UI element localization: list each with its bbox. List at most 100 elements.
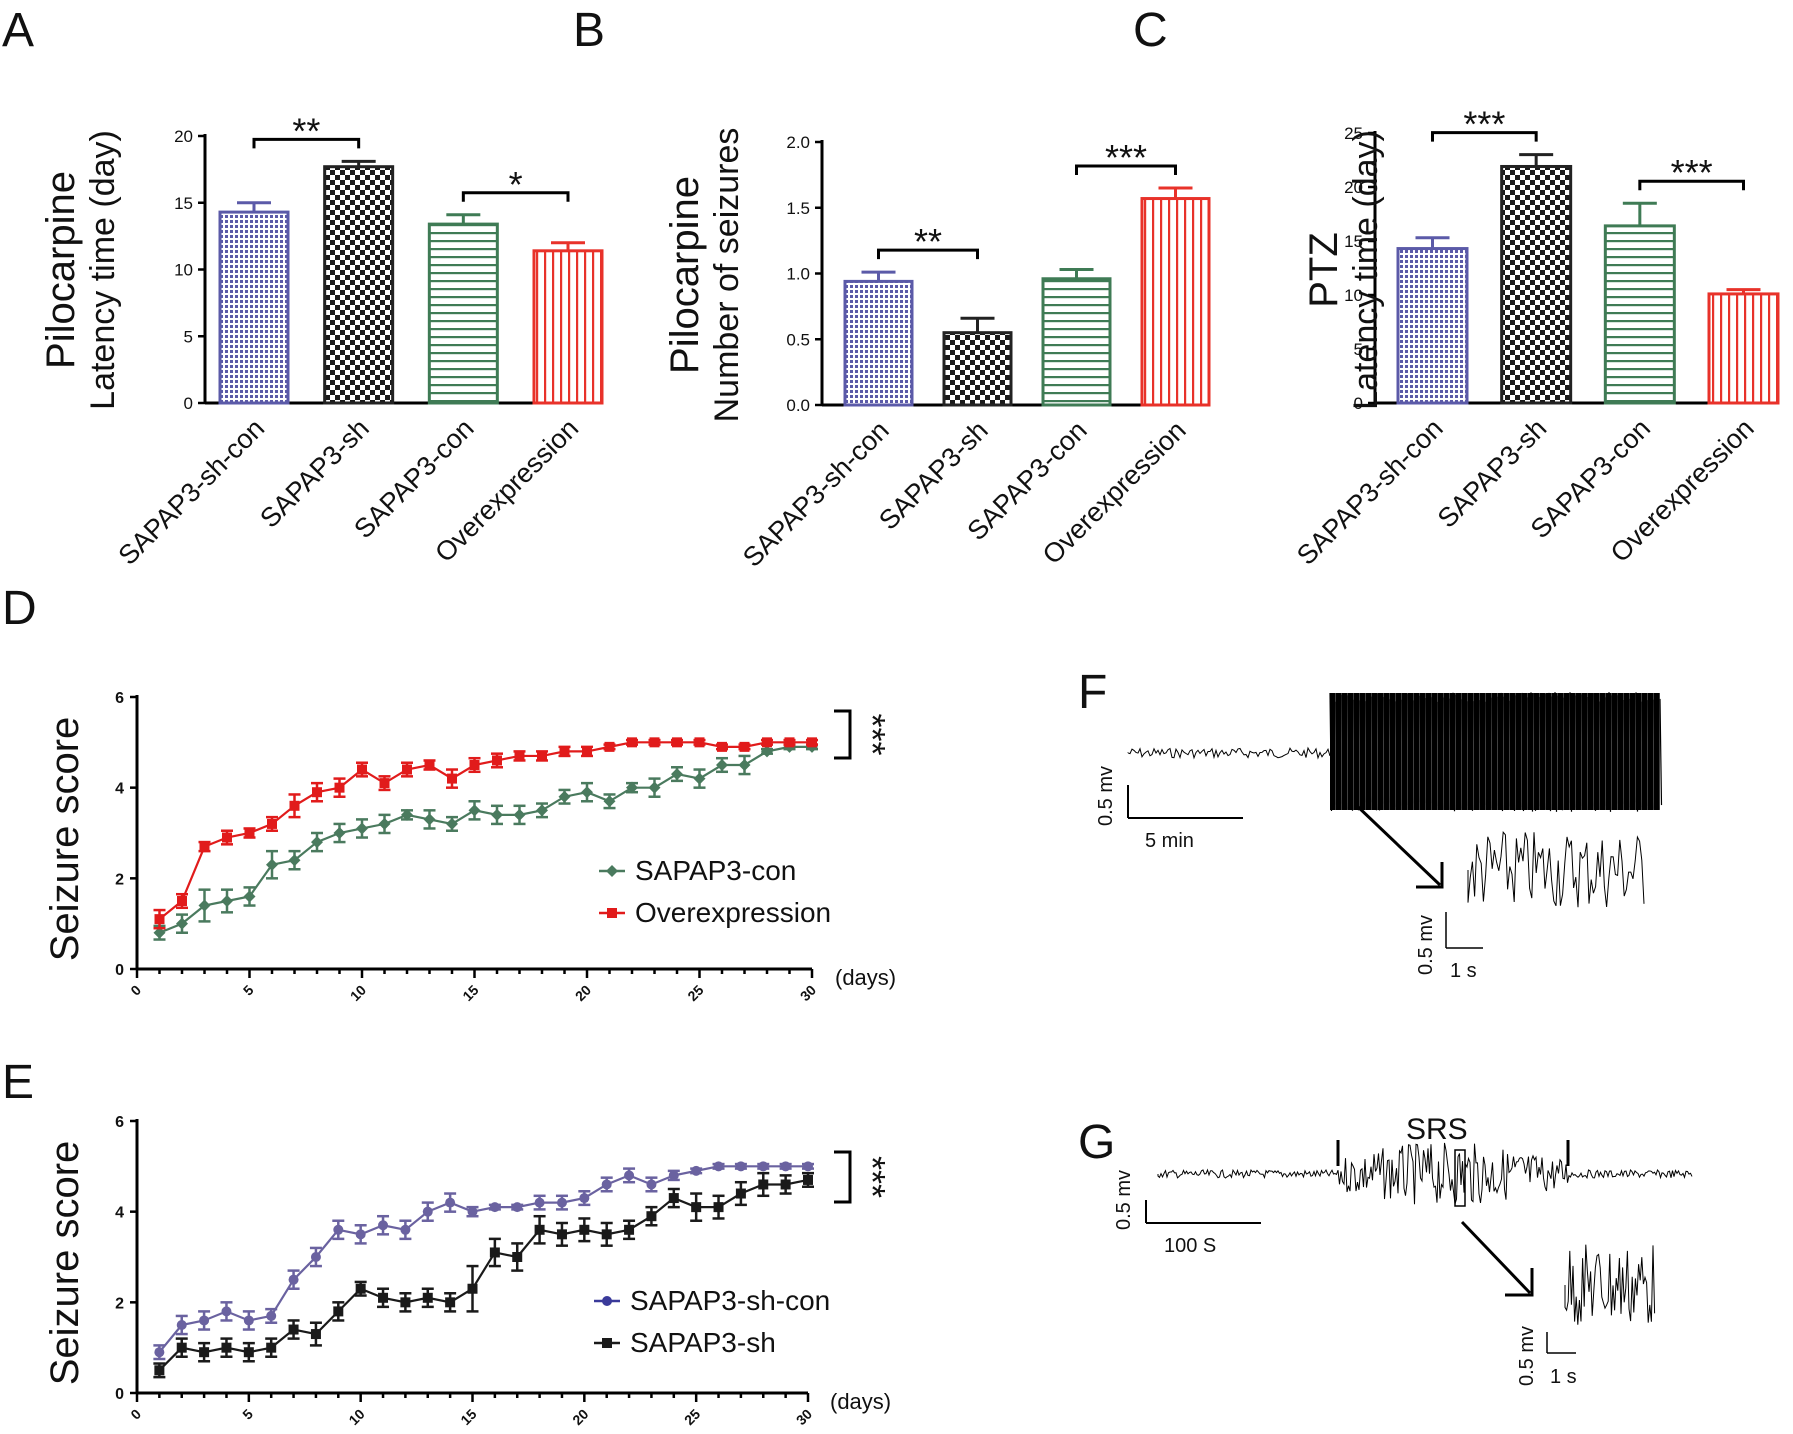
scale-label-f-inset-x: 1 s [1450,960,1477,982]
data-point [672,737,682,748]
data-point [534,1197,545,1208]
series-overexpression [153,737,818,930]
data-point [311,836,323,849]
data-point [627,737,637,748]
data-point [784,737,795,748]
data-point [582,746,592,757]
data-point [648,781,661,794]
legend-label-sapap3-sh-con: SAPAP3-sh-con [630,1285,830,1316]
data-point [445,1297,456,1308]
data-point [312,787,322,798]
x-tick-label: 25 [684,982,706,1004]
data-point [333,1306,344,1317]
y-tick-label: 4 [115,781,124,798]
scale-label-g-inset-x: 1 s [1550,1366,1577,1388]
data-point [356,822,368,835]
data-point [717,741,727,752]
panel-label-f: F [1078,666,1107,719]
series-sapap3-con [153,740,818,941]
significance-bracket [461,191,570,202]
legend-label-sapap3-sh: SAPAP3-sh [630,1327,776,1358]
zoom-arrow-f [1353,802,1442,887]
data-point [646,1211,657,1222]
significance-bracket [1075,164,1177,176]
y-axis-label: Latency time (day) [84,130,122,410]
data-point [402,764,412,775]
data-point [803,1174,813,1185]
data-point [581,786,593,799]
data-point [468,804,481,817]
data-point [288,1274,299,1285]
data-point [198,899,211,912]
scale-label-f-inset-y: 0.5 mv [1415,915,1437,975]
eeg-trace-f-burst-edge [1329,692,1663,812]
data-point [646,1179,657,1190]
y-axis-group-label: Pilocarpine [39,171,83,369]
data-point [469,760,480,770]
bar-sapap3-sh-con [1396,247,1469,405]
data-point [512,1252,523,1262]
data-point [355,1283,366,1294]
data-point [624,1224,635,1235]
data-point [267,818,277,829]
bar-sapap3-sh-con [843,279,914,407]
legend-marker-sapap3-sh-con [602,1296,612,1306]
data-point [693,772,706,785]
y-tick-label: 0 [1354,394,1363,413]
data-point [357,764,367,775]
data-point [401,808,413,821]
data-point [199,1315,210,1326]
significance-bracket [834,709,852,760]
data-point [334,782,345,793]
data-point [739,741,750,752]
y-axis-label: Latency time (day) [1347,130,1385,410]
data-point [758,1161,769,1172]
scale-label-f-x: 5 min [1145,830,1194,852]
y-tick-label: 2 [115,871,124,888]
data-point [514,750,525,761]
data-point [694,737,705,748]
data-point [735,1188,746,1199]
category-label-sapap3-sh-con: SAPAP3-sh-con [1291,413,1449,571]
data-point [807,737,817,748]
data-point [489,1202,500,1213]
data-point [559,746,570,757]
zoom-arrow-g-head [1505,1268,1534,1297]
data-point [310,1329,321,1340]
data-point [243,890,256,903]
data-point [691,1165,702,1176]
legend-label-overexpression: Overexpression [635,897,831,928]
data-point [492,755,502,766]
series-sapap3-sh [153,1171,814,1379]
trace-panel-f: 0.5 mv 5 min 0.5 mv 1 s [1095,692,1663,982]
scale-label-g-inset-y: 0.5 mv [1516,1326,1538,1386]
data-point [467,1206,478,1217]
data-point [244,828,255,838]
x-tick-label: 30 [797,982,819,1004]
data-point [579,1224,590,1235]
y-tick-label: 6 [115,1114,124,1131]
data-point [221,895,233,907]
panel-label-e: E [2,1056,34,1109]
data-point [758,1179,769,1190]
x-axis-label: (days) [835,965,896,990]
bar-chart-a: 0 5 10 15 20 Latency time (day)Pilocarpine SAP… [39,110,604,571]
data-point [176,917,188,930]
data-point [154,1347,165,1358]
data-point [177,896,187,906]
data-point [154,914,165,925]
legend-marker-sapap3-con [606,865,618,877]
category-label-sapap3-sh-con: SAPAP3-sh-con [737,415,895,573]
data-point [626,781,638,794]
bar-sapap3-sh [942,331,1013,407]
bar-sapap3-con [1041,277,1112,407]
y-tick-label: 0 [184,394,193,413]
data-point [423,813,436,826]
data-point [266,858,278,871]
data-point [668,1170,679,1181]
bar-chart-b: 0.0 0.5 1.0 1.5 2.0 Number of seizuresPilocar… [663,128,1211,573]
data-point [579,1193,590,1204]
data-point [558,790,571,803]
data-point [176,1342,187,1353]
